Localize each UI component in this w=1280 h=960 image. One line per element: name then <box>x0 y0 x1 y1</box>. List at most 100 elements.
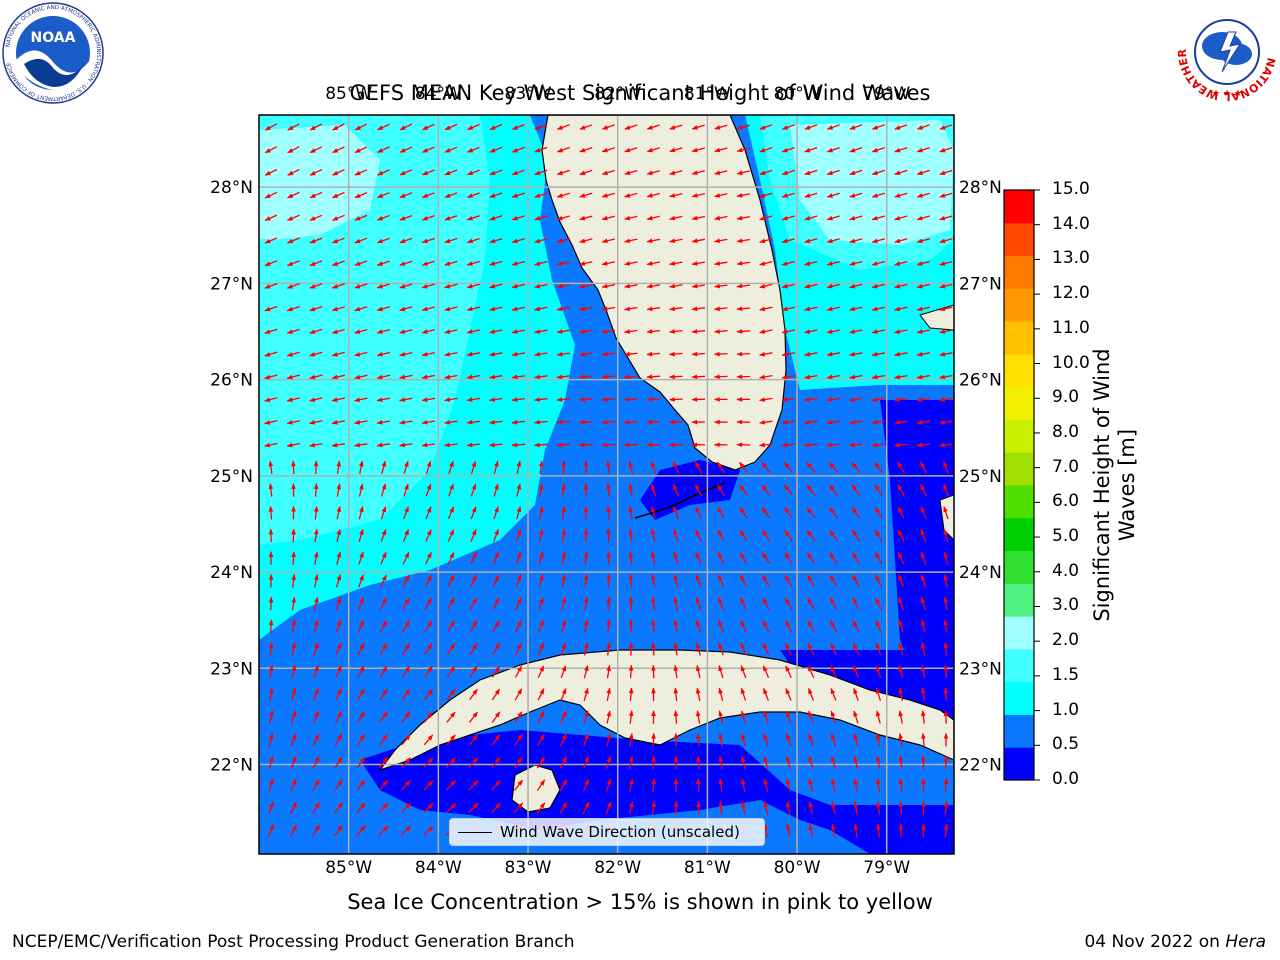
wave-arrow <box>336 528 342 543</box>
wave-arrow <box>785 665 792 678</box>
wave-arrow <box>849 215 863 221</box>
cuba-land <box>378 649 954 772</box>
colorbar-tick-label: 0.0 <box>1052 769 1080 789</box>
wave-arrow <box>668 329 683 334</box>
wave-arrow <box>695 574 702 588</box>
wave-arrow <box>759 169 773 176</box>
wave-arrow <box>424 643 433 655</box>
wave-arrow <box>808 755 814 769</box>
wave-arrow <box>513 802 524 814</box>
lat-tick-label: 28°N <box>959 178 1002 198</box>
wave-arrow <box>470 551 477 565</box>
wave-arrow <box>871 374 886 380</box>
wave-arrow <box>826 260 840 266</box>
wave-arrow <box>875 642 882 656</box>
wave-arrow <box>784 507 793 519</box>
wave-arrow <box>851 529 861 542</box>
wave-arrow <box>331 214 345 221</box>
wave-arrow <box>875 665 882 679</box>
wave-arrow <box>354 374 368 380</box>
wave-arrow <box>807 687 815 701</box>
wave-arrow <box>561 551 567 565</box>
wave-arrow <box>534 123 548 131</box>
wave-arrow <box>916 215 930 221</box>
wave-arrow <box>783 484 794 496</box>
colorbar-tick-label: 9.0 <box>1052 387 1080 408</box>
wave-arrow <box>830 823 836 838</box>
wave-arrow <box>651 596 656 611</box>
wave-arrow <box>579 238 593 244</box>
wave-arrow <box>331 237 345 244</box>
wave-arrow <box>646 261 661 266</box>
wave-arrow <box>358 528 364 542</box>
wave-arrow <box>356 825 366 837</box>
wave-arrow <box>264 191 278 199</box>
wave-arrow <box>511 169 525 176</box>
wave-arrow <box>492 665 500 678</box>
wave-arrow <box>804 374 818 380</box>
wave-arrow <box>313 596 319 611</box>
wave-arrow <box>898 710 904 724</box>
wave-arrow <box>736 261 750 266</box>
wave-arrow <box>313 619 319 633</box>
wave-arrow <box>740 597 747 610</box>
wave-arrow <box>491 802 501 814</box>
wave-arrow <box>357 597 365 610</box>
wave-arrow <box>606 664 611 679</box>
wave-arrow <box>354 123 368 131</box>
wave-arrow <box>534 329 548 334</box>
wave-arrow <box>268 801 274 815</box>
wave-arrow <box>469 620 478 633</box>
wave-arrow <box>583 733 589 747</box>
wave-arrow <box>763 801 769 815</box>
wave-arrow <box>785 801 791 815</box>
wave-arrow <box>717 597 725 610</box>
lon-tick-label: 80°W <box>774 84 821 104</box>
wave-arrow <box>806 462 816 473</box>
wave-arrow <box>849 419 863 425</box>
wave-arrow <box>379 642 388 656</box>
wave-arrow <box>624 124 638 130</box>
wave-arrow <box>852 665 860 679</box>
wave-arrow <box>759 192 773 198</box>
wave-arrow <box>421 169 435 176</box>
wave-arrow <box>424 574 433 588</box>
colorbar-segment <box>1004 616 1034 650</box>
wave-arrow <box>423 803 434 813</box>
wave-arrow <box>784 575 793 587</box>
wave-arrow <box>672 461 680 474</box>
wave-arrow <box>489 329 503 334</box>
wave-arrow <box>830 801 836 815</box>
florida-keys <box>634 482 726 519</box>
colorbar-segment <box>1004 452 1034 486</box>
colorbar-tick-label: 15.0 <box>1052 179 1090 199</box>
wave-arrow <box>470 529 477 542</box>
wave-arrow <box>898 619 904 633</box>
wave-arrow <box>691 283 705 289</box>
colorbar-tick-label: 8.0 <box>1052 421 1080 442</box>
wave-arrow <box>309 123 323 131</box>
wave-arrow <box>691 351 706 357</box>
wave-arrow <box>717 551 725 565</box>
wave-arrow <box>763 823 769 838</box>
wave-arrow <box>673 574 679 588</box>
colorbar-segment <box>1004 321 1034 355</box>
colorbar-segment <box>1004 714 1034 748</box>
lon-tick-label: 79°W <box>863 84 910 104</box>
wave-arrow <box>939 374 953 380</box>
wave-arrow <box>897 551 905 565</box>
wave-arrow <box>264 419 278 425</box>
wave-arrow <box>943 642 949 656</box>
wave-arrow <box>894 192 908 198</box>
wave-arrow <box>943 800 949 815</box>
wave-arrow <box>916 419 930 425</box>
wave-arrow <box>488 419 503 425</box>
wave-arrow <box>489 192 503 198</box>
wave-arrow <box>358 460 364 475</box>
wave-arrow <box>378 779 389 791</box>
wave-arrow <box>421 442 435 448</box>
wave-arrow <box>804 283 818 289</box>
wave-arrow <box>331 306 345 312</box>
wave-arrow <box>403 483 409 497</box>
wave-arrow <box>939 329 953 334</box>
